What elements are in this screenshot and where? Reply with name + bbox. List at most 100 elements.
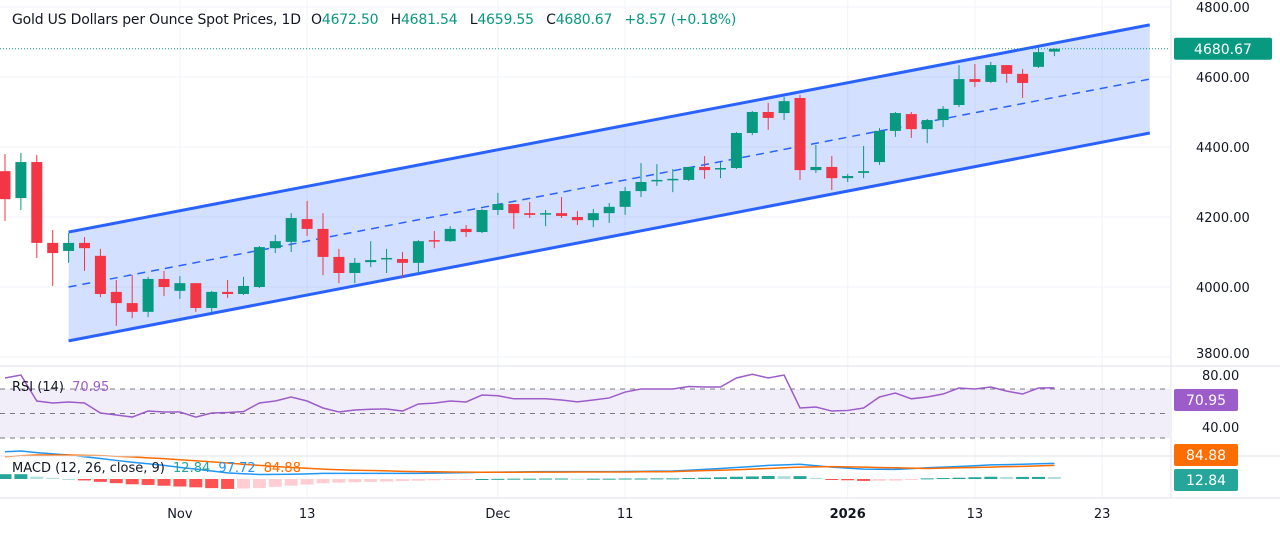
macd-histogram-bar xyxy=(348,479,362,483)
candle-body xyxy=(746,112,758,133)
candle xyxy=(762,102,774,130)
candle-body xyxy=(158,278,170,287)
candle xyxy=(603,203,615,223)
candle-body xyxy=(730,133,742,168)
macd-line-value: 97.72 xyxy=(218,461,256,476)
candle xyxy=(937,106,949,128)
candle xyxy=(349,257,361,284)
price-tick-label: 4200.00 xyxy=(1196,211,1250,226)
macd-histogram-bar xyxy=(825,479,839,480)
macd-histogram-bar xyxy=(968,477,982,479)
candle xyxy=(317,213,329,276)
change-value: +8.57 (+0.18%) xyxy=(624,12,737,28)
macd-histogram-bar xyxy=(984,476,998,479)
candle xyxy=(619,186,631,215)
candle xyxy=(269,234,281,254)
macd-histogram-bar xyxy=(141,479,155,485)
macd-histogram-bar xyxy=(714,477,727,479)
candle-body xyxy=(238,285,249,294)
macd-histogram-bar xyxy=(14,474,28,479)
macd-histogram-bar xyxy=(332,479,346,483)
rsi-line xyxy=(4,373,1055,418)
candle xyxy=(953,65,965,108)
candle xyxy=(985,61,997,83)
candle xyxy=(412,240,424,273)
candle-body xyxy=(985,65,997,82)
candle xyxy=(699,156,711,179)
price-tick-label: 4400.00 xyxy=(1196,141,1250,156)
macd-histogram-bar xyxy=(300,479,314,485)
candle xyxy=(15,152,27,210)
candle-body xyxy=(79,242,90,249)
time-tick-label: 13 xyxy=(299,507,316,522)
candle-body xyxy=(921,120,933,130)
time-tick-label: 11 xyxy=(617,507,634,522)
macd-histogram-bar xyxy=(539,478,553,480)
candle-body xyxy=(428,240,440,242)
candle xyxy=(1048,48,1060,57)
time-tick-label: Nov xyxy=(167,507,193,522)
candle xyxy=(174,276,186,299)
candle-body xyxy=(381,257,393,260)
price-axis[interactable]: 4800.00 4600.00 4400.00 4200.00 4000.00 3800.… xyxy=(1196,1,1250,436)
macd-histogram-bar xyxy=(618,478,632,480)
macd-histogram-bar xyxy=(284,479,298,486)
candle xyxy=(1001,65,1013,83)
candle xyxy=(889,112,901,137)
price-tick-label: 3800.00 xyxy=(1196,347,1250,362)
macd-histogram-bar xyxy=(189,479,203,488)
macd-histogram-bar xyxy=(459,479,473,480)
macd-histogram-bar xyxy=(1032,476,1045,479)
candle xyxy=(253,246,265,289)
candle xyxy=(301,200,313,236)
candle-body xyxy=(603,206,615,214)
macd-histogram-bar xyxy=(857,479,871,481)
symbol-title: Gold US Dollars per Ounce Spot Prices, 1… xyxy=(12,12,301,28)
candle-body xyxy=(540,213,552,215)
candle xyxy=(110,280,122,326)
macd-histogram-bar xyxy=(411,479,425,481)
macd-histogram-bar xyxy=(650,478,664,480)
rsi-pane[interactable] xyxy=(0,373,1170,439)
macd-hist-value: 12.84 xyxy=(173,461,211,476)
macd-histogram-bar xyxy=(1047,476,1061,479)
time-axis[interactable]: Nov 13 Dec 11 2026 13 23 xyxy=(167,507,1110,522)
candle-body xyxy=(397,259,408,263)
rsi-value: 70.95 xyxy=(72,380,110,395)
candle xyxy=(826,156,838,191)
candle-body xyxy=(47,242,59,254)
candle xyxy=(715,162,726,179)
macd-histogram-bar xyxy=(745,476,759,479)
candle xyxy=(683,166,695,181)
candle xyxy=(667,169,679,193)
macd-histogram-bar xyxy=(109,479,123,484)
candle xyxy=(746,110,758,136)
channel-lower-line[interactable] xyxy=(68,131,1151,343)
candle-body xyxy=(269,241,281,249)
candle xyxy=(587,208,599,228)
candle-body xyxy=(508,204,520,214)
channel-middle-line[interactable] xyxy=(68,78,1150,288)
candle-body xyxy=(285,218,297,242)
candle-body xyxy=(635,182,647,192)
candle-body xyxy=(715,168,726,170)
candle xyxy=(285,213,297,252)
candle xyxy=(921,119,933,144)
candle xyxy=(444,226,456,242)
candle-body xyxy=(1033,52,1044,67)
candle-body xyxy=(651,179,663,182)
channel-upper-line[interactable] xyxy=(68,23,1151,234)
candle-body xyxy=(476,210,488,233)
time-tick-label: 13 xyxy=(967,507,984,522)
macd-legend[interactable]: MACD (12, 26, close, 9) 12.84 97.72 84.8… xyxy=(12,461,301,476)
macd-pane[interactable] xyxy=(0,450,1061,489)
candle-body xyxy=(142,278,154,312)
macd-histogram-bar xyxy=(682,478,696,480)
candle-body xyxy=(524,213,536,215)
candle-body xyxy=(412,241,424,263)
rsi-legend[interactable]: RSI (14) 70.95 xyxy=(12,380,109,395)
macd-histogram-bar xyxy=(873,479,886,481)
candle xyxy=(190,283,202,312)
candle xyxy=(651,164,663,186)
